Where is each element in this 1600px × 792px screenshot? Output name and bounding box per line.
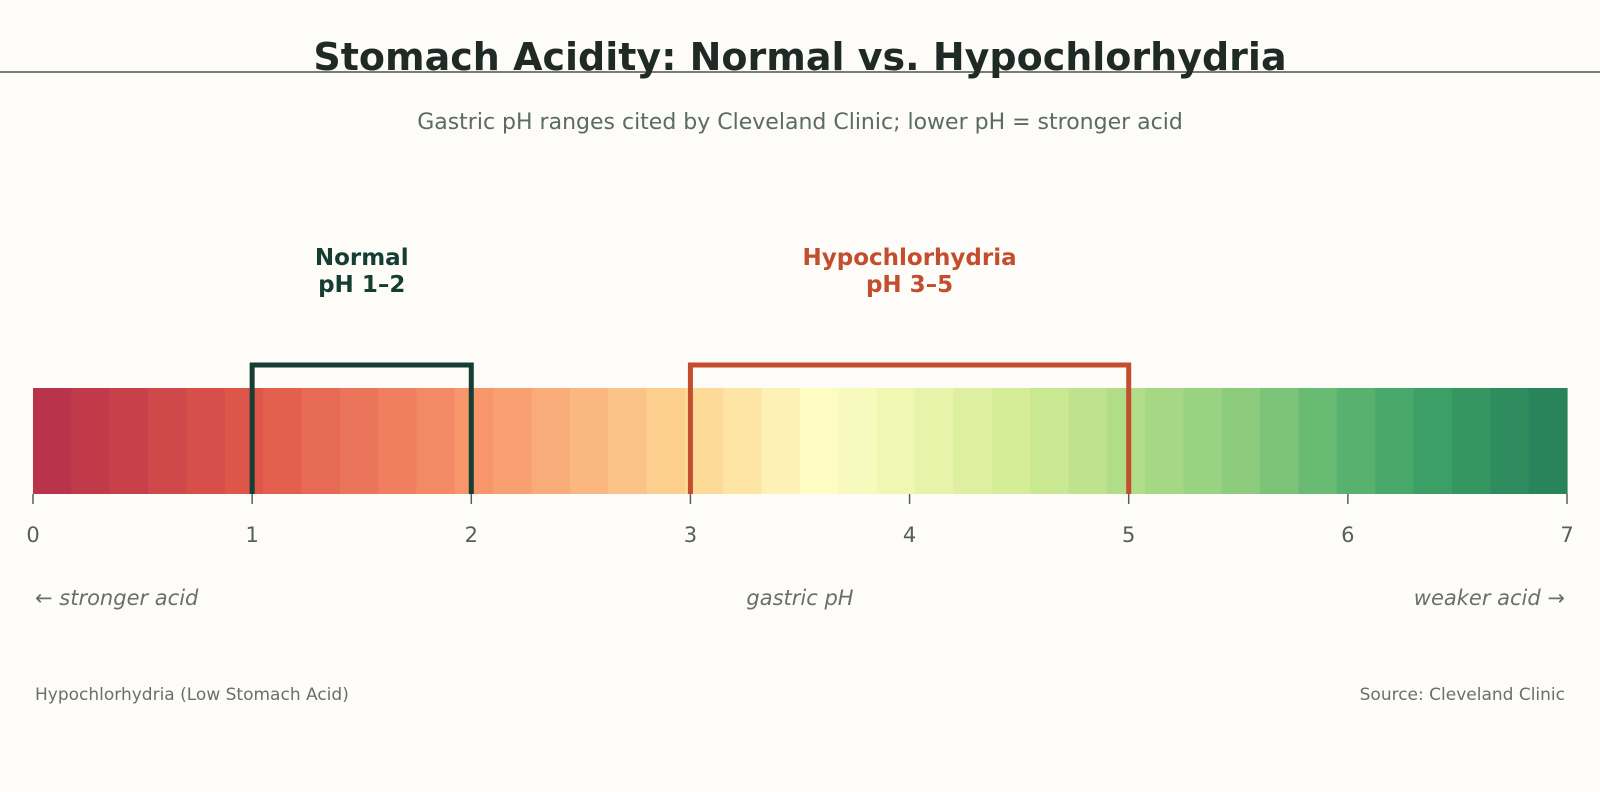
ph-band-cell	[1490, 388, 1530, 494]
ph-band-cell	[1336, 388, 1376, 494]
ph-band-cell	[1145, 388, 1185, 494]
chart-subtitle: Gastric pH ranges cited by Cleveland Cli…	[417, 110, 1183, 135]
tick-label: 2	[465, 523, 478, 547]
ph-band-cell	[953, 388, 993, 494]
ph-band-cell	[761, 388, 801, 494]
ph-band-cell	[1375, 388, 1415, 494]
ph-band-cell	[1221, 388, 1261, 494]
ph-band-cell	[876, 388, 916, 494]
ph-band-cell	[378, 388, 418, 494]
tick-label: 5	[1122, 523, 1135, 547]
ph-band-cell	[416, 388, 456, 494]
ph-band-cell	[454, 388, 494, 494]
ph-band-cell	[915, 388, 954, 494]
footer-source: Source: Cleveland Clinic	[1360, 685, 1565, 705]
x-axis-ticks: 0 1 2 3 4 5 6 7	[26, 494, 1574, 547]
ph-band-cell	[569, 388, 609, 494]
ph-band-cell	[1260, 388, 1300, 494]
annotation-stronger-acid: ← stronger acid	[35, 586, 199, 610]
ph-band-cell	[838, 388, 878, 494]
ph-band-cell	[339, 388, 379, 494]
ph-band-cell	[71, 388, 111, 494]
tick-label: 1	[245, 523, 258, 547]
ph-band-cell	[646, 388, 686, 494]
ph-band-cell	[1451, 388, 1491, 494]
range-brackets	[249, 362, 1132, 494]
ph-band-cell	[1068, 388, 1108, 494]
ph-band-cell	[1298, 388, 1338, 494]
ph-band-cell	[531, 388, 571, 494]
footer-left: Hypochlorhydria (Low Stomach Acid)	[35, 685, 349, 705]
ph-band-cell	[224, 388, 264, 494]
ph-band-cell	[991, 388, 1031, 494]
ph-band-cell	[148, 388, 187, 494]
tick-label: 7	[1560, 523, 1573, 547]
ph-band-cell	[186, 388, 226, 494]
ph-band-cell	[493, 388, 533, 494]
ph-band-cell	[1413, 388, 1453, 494]
x-axis-label: gastric pH	[746, 586, 853, 610]
ph-band-cell	[1528, 388, 1568, 494]
ph-band-cell	[608, 388, 648, 494]
range-bracket-hypochlorhydria	[687, 362, 1132, 494]
ph-band-cell	[33, 388, 72, 494]
ph-band-cell	[800, 388, 839, 494]
ph-band-cell	[723, 388, 763, 494]
tick-label: 6	[1341, 523, 1354, 547]
ph-band-cell	[301, 388, 341, 494]
ph-color-band	[33, 388, 1568, 494]
ph-band-cell	[263, 388, 303, 494]
ph-band-cell	[1183, 388, 1223, 494]
range-ph-hypochlorhydria: pH 3–5	[866, 272, 953, 298]
tick-label: 0	[26, 523, 39, 547]
annotation-weaker-acid: weaker acid →	[1414, 586, 1565, 610]
ph-band-cell	[1030, 388, 1070, 494]
ph-band-cell	[109, 388, 149, 494]
range-name-hypochlorhydria: Hypochlorhydria	[803, 245, 1017, 271]
range-bracket-normal	[249, 362, 474, 494]
range-ph-normal: pH 1–2	[318, 272, 405, 298]
tick-label: 3	[684, 523, 697, 547]
range-name-normal: Normal	[315, 245, 409, 271]
tick-label: 4	[903, 523, 916, 547]
